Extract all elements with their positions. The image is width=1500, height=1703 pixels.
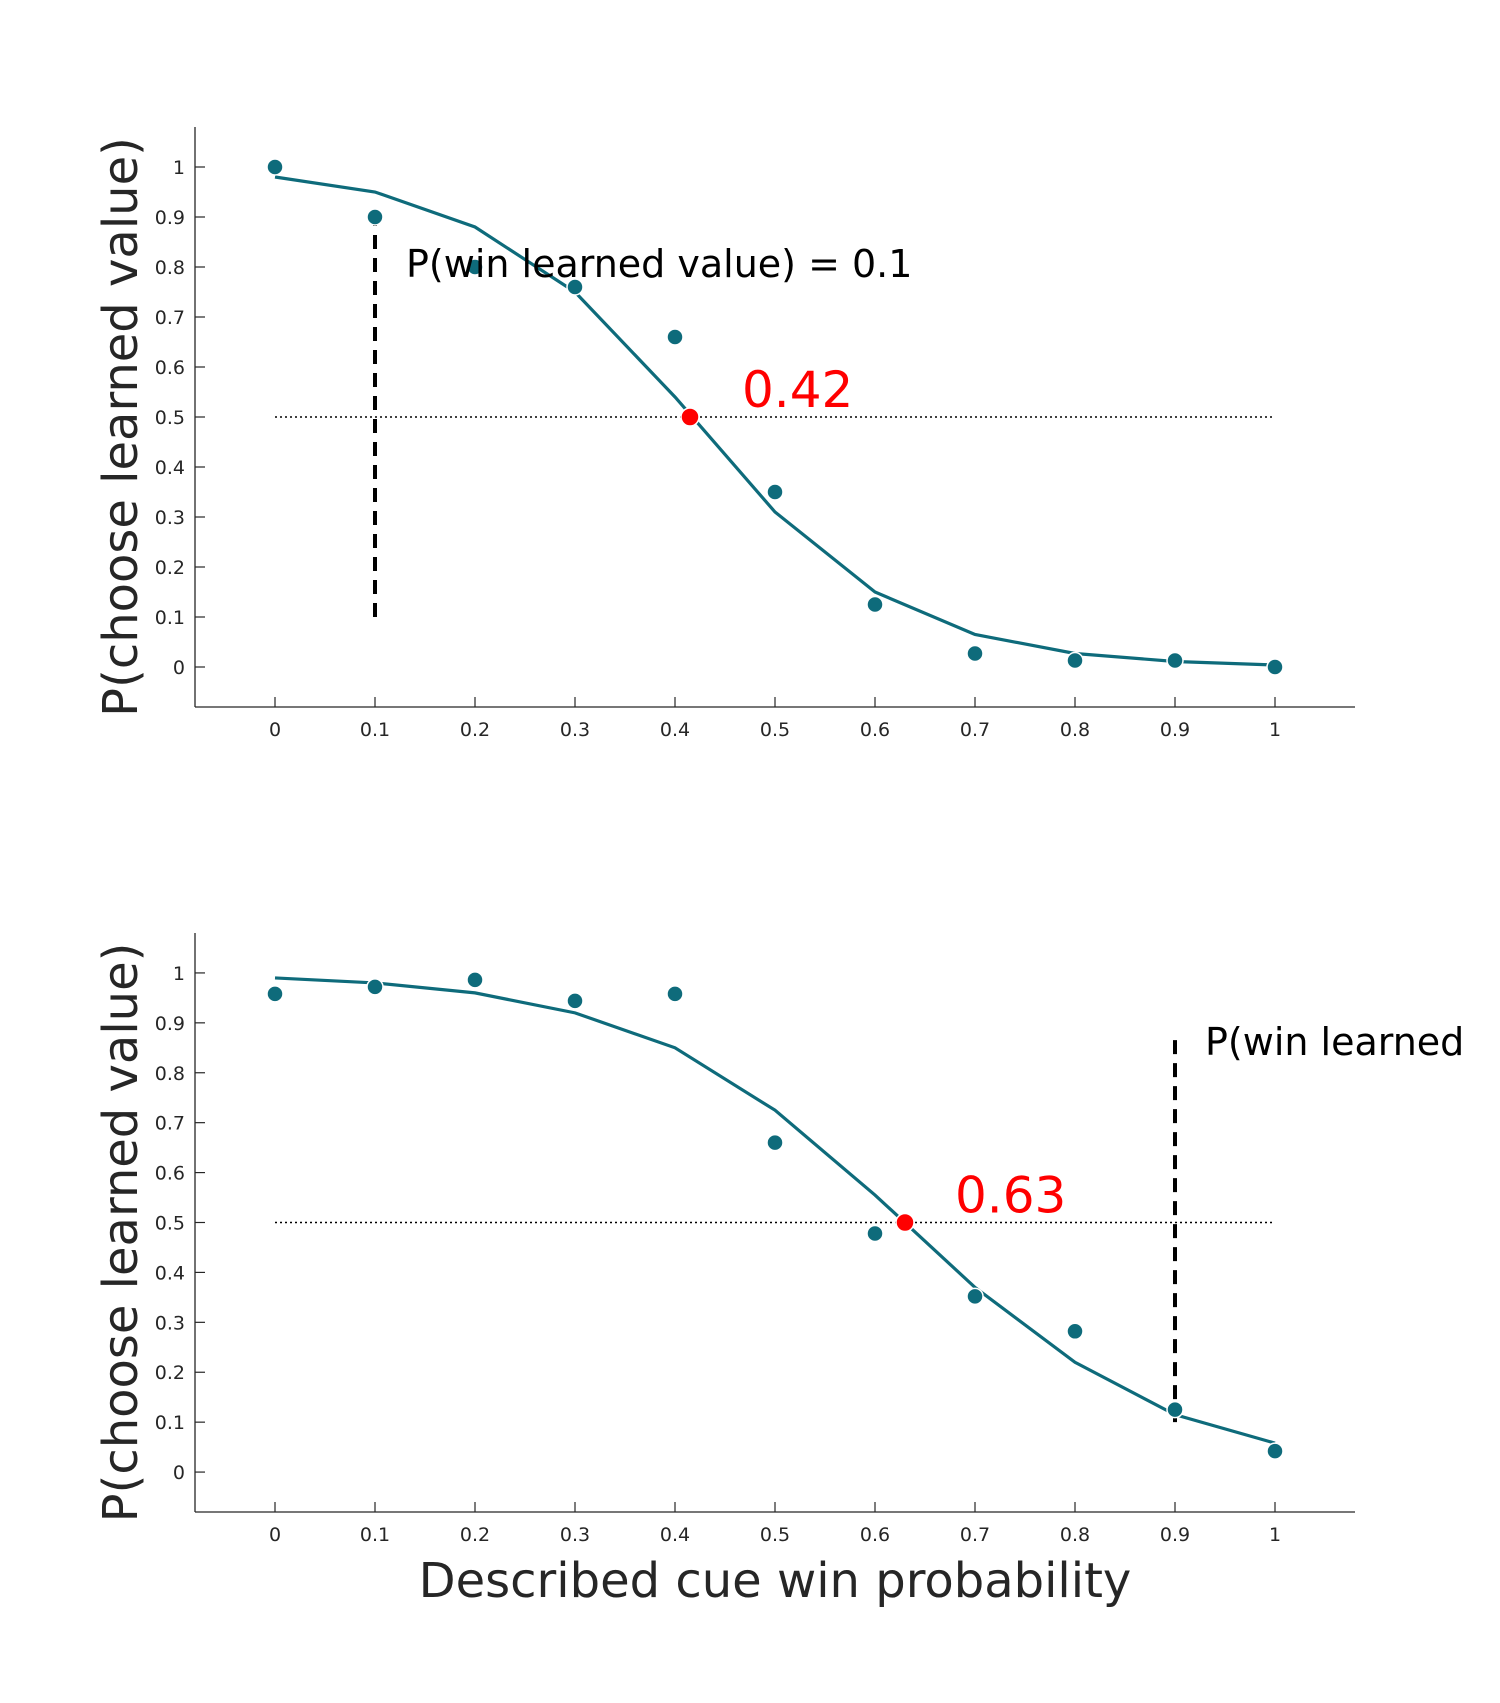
y-tick-label: 0.8 [155,1063,185,1085]
learned-value-label: P(win learned [1205,1020,1464,1064]
x-tick-label: 0.8 [1060,1524,1090,1546]
x-tick-label: 1 [1269,1524,1281,1546]
threshold-point [895,1212,915,1233]
y-tick-label: 0.4 [155,457,185,479]
data-point [266,158,284,176]
x-tick-label: 0 [269,1524,281,1546]
data-point [866,595,884,614]
x-axis-label: Described cue win probability [419,1553,1132,1609]
y-tick-label: 0.8 [155,257,185,279]
y-tick-label: 0.5 [155,407,185,429]
y-tick-label: 0.1 [155,1412,185,1434]
data-point [666,985,684,1003]
data-point [466,971,484,989]
x-tick-label: 0.8 [1060,719,1090,741]
fit-curve [274,175,1276,667]
data-point [366,208,384,226]
y-tick-label: 0.7 [155,307,185,329]
x-tick-label: 0.1 [360,719,390,741]
data-point [1166,651,1184,670]
data-point [966,1287,984,1306]
data-point [1266,658,1284,676]
x-tick-label: 0.9 [1160,719,1190,741]
y-tick-label: 0.2 [155,557,185,579]
data-point [566,278,584,296]
y-tick-label: 0.9 [155,207,185,229]
fit-curve [274,976,1276,1445]
y-axis-label: P(choose learned value) [93,137,149,717]
x-tick-label: 0.1 [360,1524,390,1546]
x-tick-label: 1 [1269,719,1281,741]
y-tick-label: 0.9 [155,1013,185,1035]
x-tick-label: 0.5 [760,1524,790,1546]
data-point [366,978,384,996]
data-point [466,258,484,276]
y-tick-label: 0.6 [155,357,185,379]
threshold-point [680,407,700,427]
plot-panel-2: 0 0.1 0.2 0.3 0.4 0.5 0.6 0.7 0.8 0.9 1 0 0.1 0.2 0.3 0… [93,933,1464,1609]
data-point [966,644,984,663]
x-tick-label: 0.7 [960,1524,990,1546]
data-point [1066,1322,1084,1341]
y-tick-label: 0.1 [155,607,185,629]
threshold-label: 0.42 [742,361,853,419]
x-tick-label: 0.4 [660,1524,690,1546]
y-tick-label: 1 [173,963,185,985]
y-tick-label: 0 [173,1462,185,1484]
x-tick-label: 0.3 [560,719,590,741]
data-point [866,1224,884,1243]
x-tick-label: 0.7 [960,719,990,741]
y-tick-label: 0.7 [155,1113,185,1135]
x-tick-label: 0.3 [560,1524,590,1546]
data-point [1266,1442,1284,1460]
y-tick-label: 1 [173,157,185,179]
y-tick-label: 0.3 [155,507,185,529]
data-point [666,328,684,346]
data-point [1166,1400,1184,1419]
x-tick-label: 0.6 [860,1524,890,1546]
y-tick-label: 0.3 [155,1312,185,1334]
y-tick-label: 0.6 [155,1163,185,1185]
data-point [766,483,784,501]
x-tick-label: 0.5 [760,719,790,741]
data-point [266,985,284,1003]
data-point [766,1133,784,1152]
y-tick-label: 0.2 [155,1362,185,1384]
x-tick-label: 0.2 [460,1524,490,1546]
learned-value-label: P(win learned value) = 0.1 [406,242,912,286]
data-point [566,992,584,1010]
y-tick-label: 0.4 [155,1262,185,1284]
plot-panel-1: 0 0.1 0.2 0.3 0.4 0.5 0.6 0.7 0.8 0.9 1 0 0.1 0.2 0.3 0… [93,127,1355,741]
x-tick-label: 0.2 [460,719,490,741]
x-tick-label: 0 [269,719,281,741]
data-point [1066,651,1084,670]
x-tick-label: 0.9 [1160,1524,1190,1546]
x-tick-label: 0.4 [660,719,690,741]
y-tick-label: 0 [173,657,185,679]
y-tick-label: 0.5 [155,1213,185,1235]
threshold-label: 0.63 [955,1167,1066,1225]
x-tick-label: 0.6 [860,719,890,741]
y-axis-label: P(choose learned value) [93,943,149,1523]
